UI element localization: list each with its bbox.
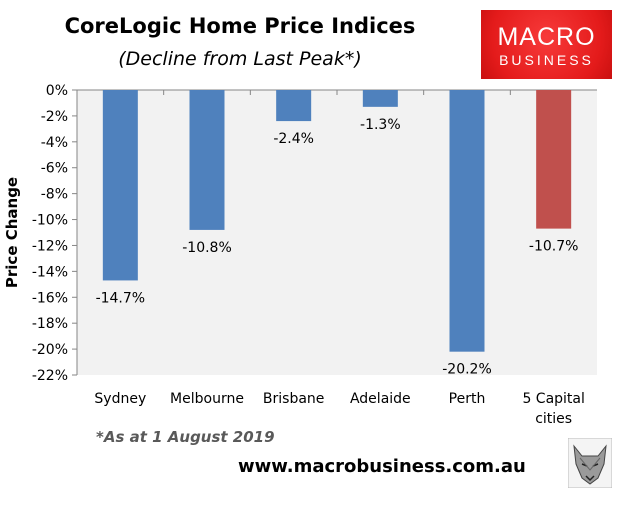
x-tick-label: Brisbane — [263, 391, 325, 407]
x-tick-label: 5 Capital — [522, 391, 584, 407]
bar-adelaide — [362, 90, 398, 107]
x-tick-label: cities — [535, 411, 572, 427]
x-tick-label: Sydney — [94, 391, 146, 407]
y-tick-label: -4% — [41, 135, 68, 151]
y-axis-title: Price Change — [3, 177, 21, 288]
data-label: -2.4% — [273, 131, 314, 147]
data-label: -14.7% — [96, 290, 146, 306]
data-label: -10.7% — [529, 239, 579, 255]
y-tick-label: -10% — [32, 213, 68, 229]
y-tick-label: -6% — [41, 161, 68, 177]
y-tick-label: 0% — [46, 83, 68, 99]
bar-sydney — [102, 90, 138, 281]
data-label: -1.3% — [360, 117, 401, 133]
x-tick-label: Adelaide — [350, 391, 411, 407]
bar-chart: 0% -2% -4% -6% -8% -10% -12% -14% -16% -18% -20% -2… — [3, 83, 597, 427]
macrobusiness-logo: MACRO BUSINESS — [481, 10, 612, 79]
y-tick-label: -14% — [32, 264, 68, 280]
y-tick-label: -12% — [32, 238, 68, 254]
chart-subtitle: (Decline from Last Peak*) — [118, 48, 362, 70]
data-label: -10.8% — [182, 240, 232, 256]
data-label: -20.2% — [442, 362, 492, 378]
logo-line2: BUSINESS — [499, 52, 594, 68]
bar-brisbane — [276, 90, 312, 122]
y-tick-label: -22% — [32, 368, 68, 384]
y-tick-label: -18% — [32, 316, 68, 332]
y-tick-label: -8% — [41, 187, 68, 203]
chart-title: CoreLogic Home Price Indices — [64, 14, 416, 38]
footnote: *As at 1 August 2019 — [96, 428, 275, 446]
bar-perth — [449, 90, 485, 352]
y-tick-label: -20% — [32, 342, 68, 358]
bar-5-capital-cities — [536, 90, 572, 229]
logo-line1: MACRO — [497, 23, 596, 51]
plot-area — [77, 90, 597, 375]
wolf-logo-icon — [568, 438, 612, 488]
x-tick-label: Perth — [449, 391, 486, 407]
y-tick-label: -16% — [32, 290, 68, 306]
bar-melbourne — [189, 90, 225, 230]
x-tick-label: Melbourne — [170, 391, 244, 407]
y-tick-label: -2% — [41, 109, 68, 125]
website-url: www.macrobusiness.com.au — [238, 456, 526, 477]
